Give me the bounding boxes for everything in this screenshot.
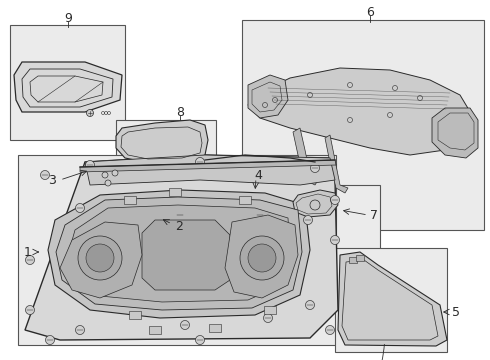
Circle shape: [87, 109, 94, 117]
Circle shape: [240, 236, 284, 280]
Circle shape: [175, 211, 185, 220]
Circle shape: [196, 336, 204, 345]
Polygon shape: [432, 108, 478, 158]
Polygon shape: [356, 255, 364, 261]
Circle shape: [102, 172, 108, 178]
Circle shape: [75, 203, 84, 212]
Bar: [292, 185, 380, 253]
Bar: [10, 25, 125, 140]
Text: 8: 8: [176, 105, 184, 118]
Polygon shape: [68, 205, 290, 302]
Polygon shape: [142, 220, 230, 290]
Circle shape: [264, 314, 272, 323]
Polygon shape: [25, 155, 338, 340]
Circle shape: [25, 306, 34, 315]
Bar: [18, 155, 336, 345]
Circle shape: [78, 236, 122, 280]
Polygon shape: [338, 252, 447, 346]
Polygon shape: [56, 197, 302, 310]
Polygon shape: [264, 306, 276, 314]
Text: 2: 2: [175, 220, 183, 233]
Circle shape: [311, 163, 319, 172]
Circle shape: [105, 180, 111, 186]
Text: 6: 6: [366, 5, 374, 18]
Text: 4: 4: [254, 168, 262, 181]
Circle shape: [255, 211, 265, 220]
Bar: [242, 20, 484, 230]
Polygon shape: [293, 128, 318, 185]
Circle shape: [25, 256, 34, 265]
Circle shape: [303, 216, 313, 225]
Circle shape: [248, 244, 276, 272]
Circle shape: [196, 158, 204, 166]
Circle shape: [86, 244, 114, 272]
Circle shape: [112, 170, 118, 176]
Text: 7: 7: [370, 208, 378, 221]
Polygon shape: [209, 324, 221, 332]
Polygon shape: [14, 62, 122, 112]
Polygon shape: [225, 215, 298, 298]
Polygon shape: [325, 135, 348, 193]
Circle shape: [75, 325, 84, 334]
Text: 3: 3: [48, 174, 56, 186]
Polygon shape: [116, 120, 208, 163]
Circle shape: [46, 336, 54, 345]
Circle shape: [325, 325, 335, 334]
Polygon shape: [48, 190, 310, 318]
Polygon shape: [248, 68, 472, 155]
Text: 1: 1: [24, 246, 32, 258]
Polygon shape: [60, 222, 142, 298]
Circle shape: [85, 161, 95, 170]
Bar: [335, 248, 447, 352]
Text: 9: 9: [64, 12, 72, 24]
Circle shape: [330, 235, 340, 244]
Polygon shape: [124, 196, 136, 204]
Polygon shape: [129, 311, 141, 319]
Polygon shape: [293, 190, 338, 217]
Text: 5: 5: [452, 306, 460, 319]
Polygon shape: [149, 326, 161, 334]
Polygon shape: [169, 188, 181, 196]
Polygon shape: [85, 155, 335, 185]
Polygon shape: [239, 196, 251, 204]
Circle shape: [305, 301, 315, 310]
Polygon shape: [349, 257, 357, 263]
Circle shape: [180, 320, 190, 329]
Polygon shape: [248, 75, 288, 118]
Bar: [116, 120, 216, 210]
Circle shape: [330, 195, 340, 204]
Circle shape: [41, 171, 49, 180]
Polygon shape: [80, 160, 336, 172]
